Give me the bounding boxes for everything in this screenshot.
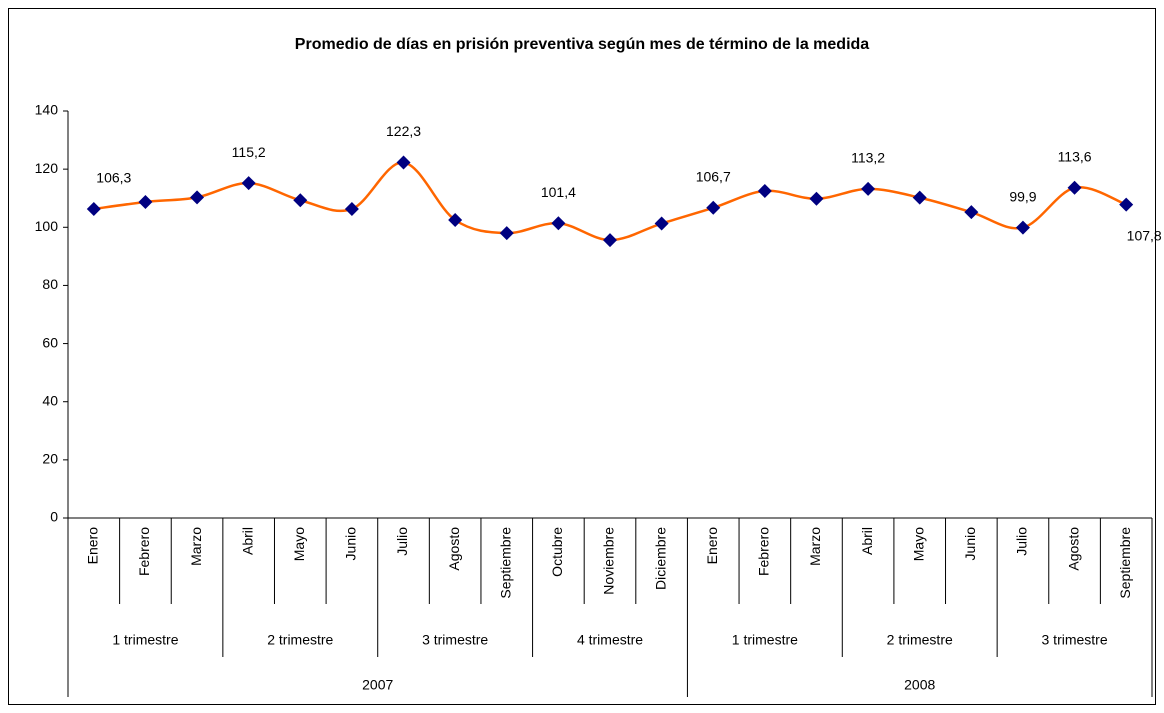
marker [499, 226, 514, 241]
quarter-label: 3 trimestre [422, 632, 488, 648]
data-label: 106,7 [696, 169, 731, 185]
x-tick-label: Enero [704, 527, 720, 565]
marker [1067, 180, 1082, 195]
quarter-label: 1 trimestre [112, 632, 178, 648]
year-label: 2008 [904, 677, 935, 693]
marker [241, 176, 256, 191]
marker [861, 181, 876, 196]
x-tick-label: Julio [394, 527, 410, 556]
y-tick-label: 140 [35, 102, 59, 118]
x-tick-label: Noviembre [601, 527, 617, 595]
marker [396, 155, 411, 170]
chart-title: Promedio de días en prisión preventiva s… [295, 36, 869, 53]
marker [344, 201, 359, 216]
x-tick-label: Mayo [910, 527, 926, 561]
marker [293, 193, 308, 208]
marker [138, 194, 153, 209]
data-label: 115,2 [232, 144, 266, 160]
quarter-label: 2 trimestre [887, 632, 953, 648]
x-tick-label: Febrero [756, 527, 772, 576]
data-label: 106,3 [96, 170, 131, 186]
x-tick-label: Febrero [136, 527, 152, 576]
y-tick-label: 100 [35, 218, 59, 234]
marker [551, 216, 566, 231]
marker [912, 190, 927, 205]
quarter-label: 4 trimestre [577, 632, 643, 648]
x-tick-label: Julio [1014, 527, 1030, 556]
x-tick-label: Agosto [446, 527, 462, 571]
x-tick-label: Septiembre [1117, 527, 1133, 599]
x-tick-label: Junio [962, 527, 978, 561]
y-tick-label: 40 [42, 392, 58, 408]
data-label: 113,2 [851, 150, 885, 166]
marker [190, 190, 205, 205]
x-tick-label: Septiembre [497, 527, 513, 599]
y-tick-label: 60 [42, 334, 58, 350]
y-tick-label: 20 [42, 451, 58, 467]
chart-frame [8, 8, 1156, 705]
year-label: 2007 [362, 677, 393, 693]
x-tick-label: Junio [343, 527, 359, 561]
marker [603, 233, 617, 248]
x-tick-label: Marzo [807, 527, 823, 566]
data-label: 113,6 [1058, 148, 1092, 164]
marker [964, 205, 979, 220]
marker [86, 201, 101, 216]
y-tick-label: 0 [50, 509, 58, 525]
marker [1015, 220, 1030, 235]
x-tick-label: Abril [239, 527, 255, 555]
y-tick-label: 120 [35, 160, 59, 176]
x-tick-label: Agosto [1065, 527, 1081, 571]
marker [1119, 197, 1134, 212]
y-tick-label: 80 [42, 276, 58, 292]
x-tick-label: Enero [85, 527, 101, 565]
data-label: 107,8 [1127, 227, 1162, 243]
data-label: 122,3 [386, 123, 421, 139]
x-tick-label: Mayo [291, 527, 307, 561]
marker [448, 213, 463, 228]
quarter-label: 1 trimestre [732, 632, 798, 648]
x-tick-label: Diciembre [652, 527, 668, 590]
quarter-label: 3 trimestre [1042, 632, 1108, 648]
quarter-label: 2 trimestre [267, 632, 333, 648]
marker [654, 216, 669, 231]
x-tick-label: Octubre [549, 527, 565, 577]
data-label: 101,4 [541, 184, 576, 200]
x-tick-label: Marzo [188, 527, 204, 566]
marker [757, 183, 772, 198]
x-tick-label: Abril [859, 527, 875, 555]
data-label: 99,9 [1009, 188, 1036, 204]
marker [706, 200, 721, 215]
marker [809, 191, 824, 206]
